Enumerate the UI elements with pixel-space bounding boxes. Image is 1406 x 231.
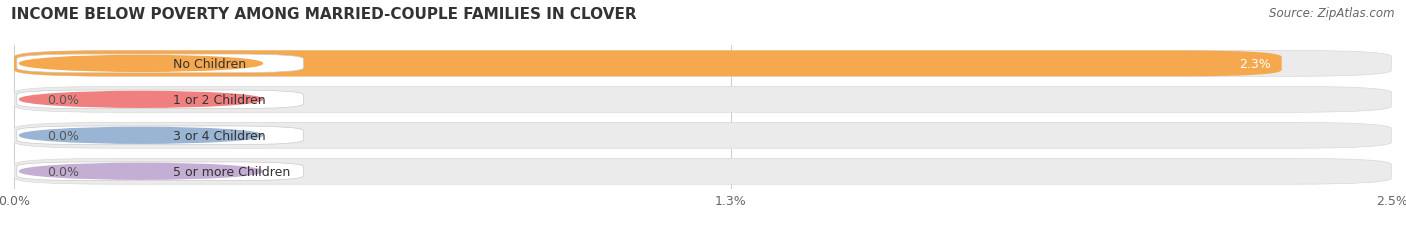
Text: INCOME BELOW POVERTY AMONG MARRIED-COUPLE FAMILIES IN CLOVER: INCOME BELOW POVERTY AMONG MARRIED-COUPL… (11, 7, 637, 22)
Circle shape (20, 92, 263, 108)
FancyBboxPatch shape (17, 162, 304, 181)
Text: 1 or 2 Children: 1 or 2 Children (173, 93, 266, 106)
Text: 0.0%: 0.0% (48, 129, 79, 142)
FancyBboxPatch shape (14, 159, 1392, 184)
FancyBboxPatch shape (14, 51, 1392, 77)
Circle shape (20, 56, 263, 72)
FancyBboxPatch shape (14, 51, 1282, 77)
Circle shape (20, 128, 263, 144)
Text: 5 or more Children: 5 or more Children (173, 165, 291, 178)
Text: No Children: No Children (173, 58, 246, 71)
FancyBboxPatch shape (14, 123, 1392, 149)
Text: 0.0%: 0.0% (48, 165, 79, 178)
Text: Source: ZipAtlas.com: Source: ZipAtlas.com (1270, 7, 1395, 20)
FancyBboxPatch shape (17, 91, 304, 109)
Text: 3 or 4 Children: 3 or 4 Children (173, 129, 266, 142)
FancyBboxPatch shape (14, 87, 1392, 113)
Text: 0.0%: 0.0% (48, 93, 79, 106)
FancyBboxPatch shape (17, 55, 304, 73)
Circle shape (20, 164, 263, 179)
Text: 2.3%: 2.3% (1239, 58, 1271, 71)
FancyBboxPatch shape (17, 126, 304, 145)
